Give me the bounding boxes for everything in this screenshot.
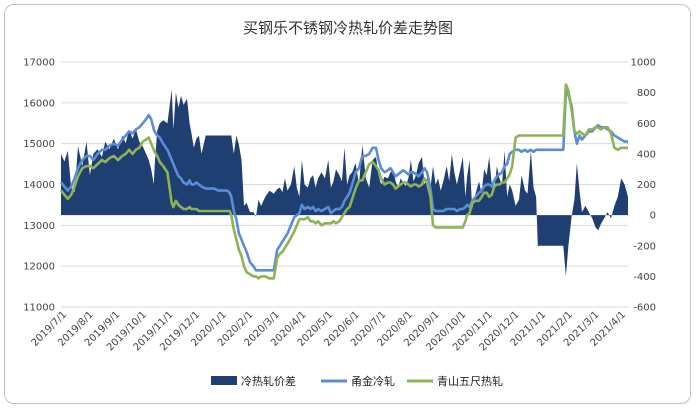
legend-label: 青山五尺热轧 [437, 374, 503, 388]
spread-area-layer [61, 89, 628, 277]
right-tick-label: -400 [633, 272, 656, 283]
right-tick-label: 1000 [631, 58, 656, 69]
left-tick-label: 16000 [23, 98, 55, 109]
right-tick-label: 400 [637, 149, 656, 160]
left-tick-label: 17000 [23, 58, 55, 69]
legend: 冷热轧价差 甬金冷轧 青山五尺热轧 [211, 374, 503, 388]
spread-area [61, 89, 628, 277]
right-tick-label: -200 [633, 241, 656, 252]
x-axis-ticks: 2019/7/12019/8/12019/9/12019/10/12019/11… [30, 309, 629, 353]
chart-frame: 买钢乐不锈钢冷热轧价差走势图 11000 12000 13000 14000 15000… [4, 4, 691, 404]
right-tick-label: 800 [637, 88, 656, 99]
left-tick-label: 13000 [23, 221, 55, 232]
right-tick-label: -600 [633, 303, 656, 314]
legend-label: 甬金冷轧 [351, 374, 395, 388]
left-tick-label: 15000 [23, 139, 55, 150]
yongjin-cold-rolled-line [60, 89, 628, 272]
chart-canvas: 买钢乐不锈钢冷热轧价差走势图 11000 12000 13000 14000 15000… [23, 19, 656, 388]
left-tick-label: 11000 [23, 303, 55, 314]
chart-title: 买钢乐不锈钢冷热轧价差走势图 [243, 19, 453, 37]
left-tick-label: 14000 [23, 180, 55, 191]
right-axis-ticks: -600 -400 -200 0 200 400 600 800 1000 [631, 58, 656, 314]
left-axis-ticks: 11000 12000 13000 14000 15000 16000 17000 [23, 58, 55, 314]
right-tick-label: 600 [637, 119, 656, 130]
right-tick-label: 0 [650, 211, 656, 222]
price-lines-layer [59, 83, 628, 280]
tsingshan-hot-rolled-line [59, 83, 628, 280]
left-tick-label: 12000 [23, 262, 55, 273]
legend-swatch [211, 376, 237, 385]
right-tick-label: 200 [637, 180, 656, 191]
legend-label: 冷热轧价差 [241, 374, 296, 388]
